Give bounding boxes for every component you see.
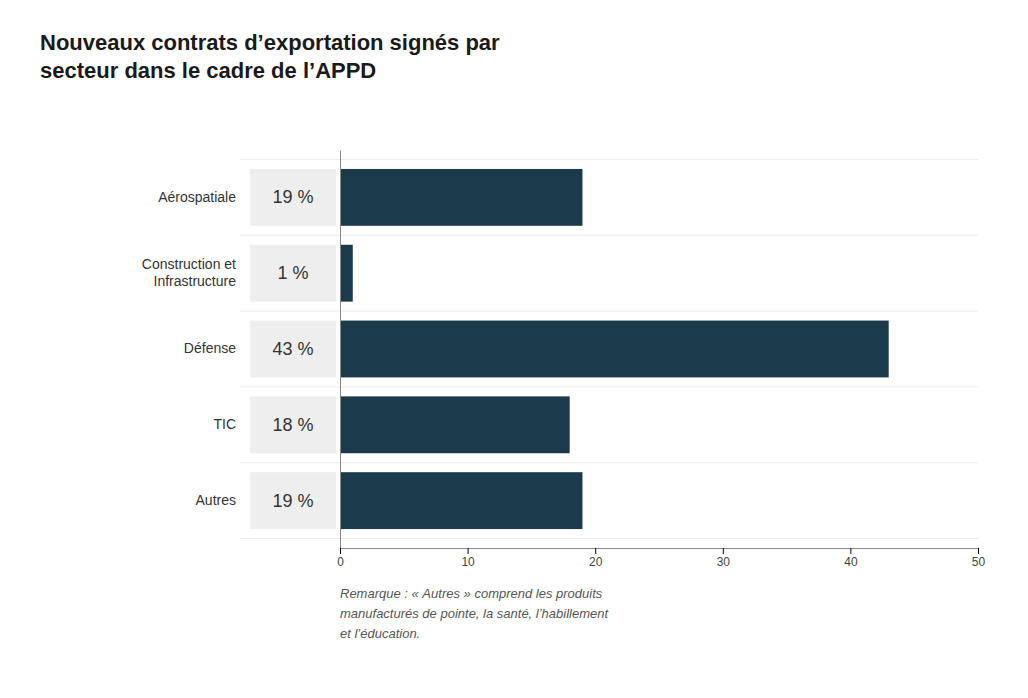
annotation-line: Remarque : « Autres » comprend les produ…	[340, 586, 603, 601]
x-tick-label: 50	[972, 555, 986, 569]
x-axis-domain	[341, 549, 979, 555]
data-label: 1 %	[277, 263, 308, 283]
x-tick-mark	[340, 548, 341, 554]
y-tick: Autres	[196, 492, 236, 508]
annotation-line: manufacturés de pointe, la santé, l’habi…	[340, 606, 609, 621]
bar	[340, 169, 582, 226]
y-tick-label: Défense	[184, 340, 236, 356]
bar	[340, 245, 353, 302]
label-box	[250, 472, 336, 529]
x-tick: 50	[972, 548, 986, 569]
bar	[340, 396, 570, 453]
title-line: secteur dans le cadre de l’APPD	[40, 58, 376, 83]
separator	[240, 462, 978, 463]
x-tick-mark	[468, 548, 469, 554]
x-axis: 0 10 20 30 40 50	[337, 548, 985, 569]
y-tick-label-line: Défense	[184, 340, 236, 356]
x-tick-label: 30	[717, 555, 731, 569]
y-tick: Construction etInfrastructure	[142, 256, 236, 289]
x-tick: 30	[717, 548, 731, 569]
separator	[240, 159, 978, 160]
y-tick-label-line: Aérospatiale	[158, 189, 236, 205]
x-tick-label: 20	[589, 555, 603, 569]
label-box	[250, 245, 336, 302]
data-labels: 19 % 1 % 43 % 18 % 19 %	[250, 169, 336, 529]
separator	[240, 386, 978, 387]
annotation-line: et l’éducation.	[340, 626, 420, 641]
x-tick-mark	[850, 548, 851, 554]
y-tick-label-line: Construction et	[142, 256, 236, 272]
separator	[240, 538, 978, 539]
y-tick: Aérospatiale	[158, 189, 236, 205]
x-tick-mark	[723, 548, 724, 554]
x-tick: 40	[844, 548, 858, 569]
x-tick-mark	[978, 548, 979, 554]
y-tick-label: Aérospatiale	[158, 189, 236, 205]
y-tick-label: Construction etInfrastructure	[142, 256, 236, 289]
x-tick-mark	[595, 548, 596, 554]
separators	[240, 159, 978, 538]
y-axis-domain	[340, 151, 341, 549]
separator	[240, 311, 978, 312]
x-tick: 0	[337, 548, 344, 569]
label-box	[250, 169, 336, 226]
data-label: 18 %	[272, 415, 313, 435]
y-tick-label: Autres	[196, 492, 236, 508]
x-tick-label: 0	[337, 555, 344, 569]
x-tick: 20	[589, 548, 603, 569]
y-axis: Aérospatiale Construction etInfrastructur…	[142, 151, 341, 549]
separator	[240, 235, 978, 236]
data-label: 19 %	[272, 491, 313, 511]
bar	[340, 472, 582, 529]
y-tick: Défense	[184, 340, 236, 356]
data-label: 19 %	[272, 187, 313, 207]
label-box	[250, 321, 336, 378]
bar	[340, 321, 889, 378]
x-tick-label: 10	[461, 555, 475, 569]
bars	[340, 169, 889, 529]
x-tick: 10	[461, 548, 475, 569]
y-tick: TIC	[213, 416, 236, 432]
y-tick-label-line: Autres	[196, 492, 236, 508]
annotation: Remarque : « Autres » comprend les produ…	[340, 586, 609, 641]
x-tick-label: 40	[844, 555, 858, 569]
y-tick-label-line: Infrastructure	[154, 273, 237, 289]
data-label: 43 %	[272, 339, 313, 359]
chart: Nouveaux contrats d’exportation signés p…	[0, 0, 1028, 698]
y-tick-label: TIC	[213, 416, 236, 432]
label-box	[250, 396, 336, 453]
title-line: Nouveaux contrats d’exportation signés p…	[40, 30, 500, 55]
title: Nouveaux contrats d’exportation signés p…	[40, 30, 500, 83]
y-tick-label-line: TIC	[213, 416, 236, 432]
